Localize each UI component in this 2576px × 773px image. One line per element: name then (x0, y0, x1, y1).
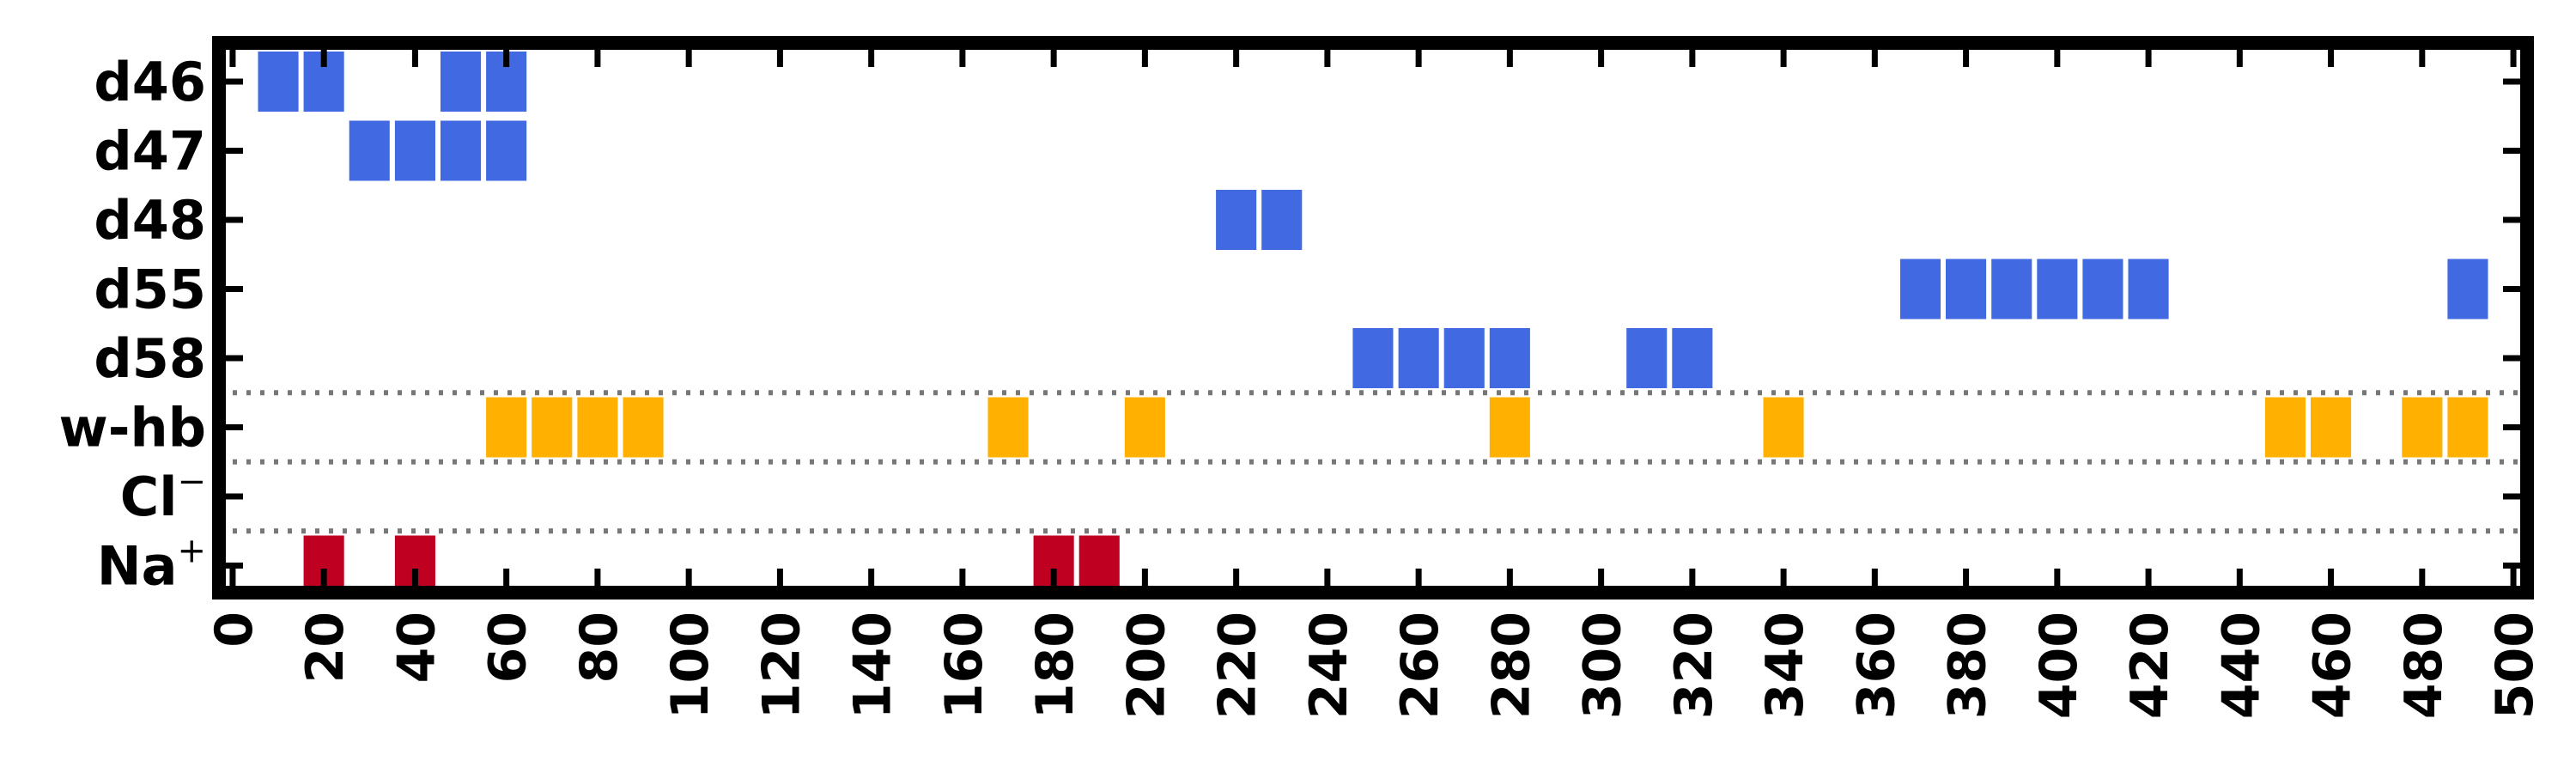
bar-d55-410 (2082, 259, 2123, 320)
bar-d58-280 (1489, 328, 1530, 388)
x-tick-label-420: 420 (2120, 612, 2180, 719)
bar-na-190 (1078, 535, 1120, 596)
x-tick-label-460: 460 (2303, 612, 2363, 719)
y-tick-label-d47: d47 (94, 120, 206, 183)
x-tick-label-200: 200 (1116, 612, 1176, 719)
bar-d47-50 (440, 120, 482, 181)
bar-w-hb-90 (623, 397, 664, 458)
x-tick-label-40: 40 (386, 612, 447, 684)
x-tick-label-180: 180 (1025, 612, 1085, 719)
x-tick-label-320: 320 (1664, 612, 1724, 719)
bar-d48-230 (1261, 190, 1303, 250)
bar-w-hb-280 (1489, 397, 1530, 458)
y-tick-label-d48: d48 (94, 189, 206, 252)
bar-d58-320 (1672, 328, 1713, 388)
bar-d58-250 (1352, 328, 1394, 388)
x-tick-label-0: 0 (204, 612, 264, 648)
bar-d46-50 (440, 52, 482, 112)
x-tick-label-480: 480 (2394, 612, 2454, 719)
bar-d55-370 (1899, 259, 1941, 320)
y-tick-label-d46: d46 (94, 51, 206, 113)
bar-d55-420 (2128, 259, 2169, 320)
bar-w-hb-60 (486, 397, 527, 458)
bar-d58-260 (1398, 328, 1439, 388)
x-tick-label-300: 300 (1573, 612, 1633, 719)
bar-w-hb-480 (2402, 397, 2443, 458)
bar-d55-490 (2447, 259, 2488, 320)
bar-w-hb-340 (1763, 397, 1804, 458)
bar-w-hb-450 (2264, 397, 2306, 458)
x-tick-label-440: 440 (2211, 612, 2271, 719)
bar-w-hb-490 (2447, 397, 2488, 458)
x-tick-label-400: 400 (2029, 612, 2089, 719)
bar-w-hb-170 (987, 397, 1029, 458)
bar-w-hb-80 (577, 397, 618, 458)
bar-d46-10 (258, 52, 299, 112)
x-tick-label-340: 340 (1755, 612, 1815, 719)
axis-ticks (219, 43, 2527, 593)
bar-d58-270 (1443, 328, 1485, 388)
x-tick-label-380: 380 (1938, 612, 1998, 719)
y-tick-label-na: Na+ (97, 532, 206, 598)
bar-d55-380 (1946, 259, 1987, 320)
x-tick-label-120: 120 (751, 612, 811, 719)
x-tick-labels: 0 20 40 60 80 100 120 140 160 180 200 220 240 260 280 3… (204, 612, 2545, 719)
x-tick-label-240: 240 (1299, 612, 1359, 719)
y-tick-label-d55: d55 (94, 259, 206, 321)
x-tick-label-140: 140 (843, 612, 903, 719)
bar-d47-60 (486, 120, 527, 181)
x-tick-label-60: 60 (478, 612, 538, 684)
x-tick-label-260: 260 (1390, 612, 1450, 719)
x-tick-label-100: 100 (660, 612, 720, 719)
bar-d48-220 (1216, 190, 1257, 250)
bar-w-hb-460 (2311, 397, 2352, 458)
y-tick-label-cl: Cl− (120, 462, 206, 528)
x-tick-label-360: 360 (1846, 612, 1906, 719)
x-tick-label-80: 80 (569, 612, 629, 684)
bar-d47-40 (394, 120, 435, 181)
y-tick-label-w-hb: w-hb (58, 397, 206, 460)
plot-frame (212, 36, 2534, 600)
bar-d55-400 (2037, 259, 2078, 320)
x-tick-label-500: 500 (2485, 612, 2545, 719)
x-tick-label-160: 160 (934, 612, 994, 719)
x-tick-label-20: 20 (295, 612, 355, 684)
x-tick-label-280: 280 (1481, 612, 1541, 719)
group-separators (219, 390, 2527, 534)
y-tick-label-d58: d58 (94, 327, 206, 390)
bar-d58-310 (1626, 328, 1668, 388)
bar-w-hb-70 (532, 397, 573, 458)
contact-bars (258, 52, 2488, 596)
bar-w-hb-200 (1124, 397, 1165, 458)
bar-d55-390 (1991, 259, 2032, 320)
x-tick-label-220: 220 (1208, 612, 1268, 719)
bar-d47-30 (349, 120, 390, 181)
